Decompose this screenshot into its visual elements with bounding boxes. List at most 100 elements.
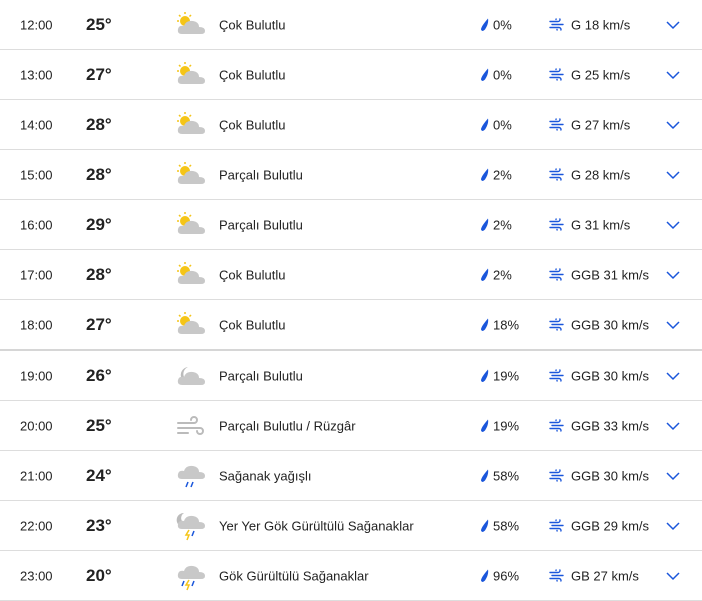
chevron-down-icon[interactable]: [664, 316, 682, 334]
wind-value: G 27 km/s: [571, 117, 631, 132]
precipitation: 19%: [480, 368, 519, 383]
precipitation-value: 58%: [493, 518, 520, 533]
wind: GGB 30 km/s: [549, 368, 649, 383]
precipitation-value: 18%: [493, 317, 520, 332]
precipitation-value: 0%: [493, 17, 512, 32]
precipitation: 19%: [480, 418, 519, 433]
raindrop-icon: [481, 168, 489, 181]
condition: Parçalı Bulutlu: [219, 368, 303, 383]
chevron-down-icon[interactable]: [664, 517, 682, 535]
chevron-down-icon[interactable]: [664, 567, 682, 585]
partly-sunny-icon: [177, 11, 205, 34]
precipitation-value: 58%: [493, 468, 520, 483]
precipitation: 58%: [480, 468, 519, 483]
raindrop-icon: [481, 519, 489, 532]
condition: Çok Bulutlu: [219, 317, 286, 332]
forecast-row[interactable]: 16:00 29° Parçalı Bulutlu 2% G 31 km/s: [0, 200, 702, 250]
moon-thunderstorm-icon: [176, 512, 205, 540]
partly-sunny-icon: [177, 261, 205, 284]
forecast-row[interactable]: 18:00 27° Çok Bulutlu 18% GGB 30 km/s: [0, 300, 702, 351]
partly-sunny-icon: [177, 111, 205, 134]
partly-sunny-icon: [177, 311, 205, 334]
temperature: 28°: [86, 264, 112, 284]
hour: 21:00: [20, 468, 53, 483]
wind-value: G 18 km/s: [571, 17, 631, 32]
precipitation: 0%: [480, 117, 512, 132]
temperature: 23°: [86, 515, 112, 535]
forecast-row[interactable]: 13:00 27° Çok Bulutlu 0% G 25 km/s: [0, 50, 702, 100]
chevron-down-icon[interactable]: [664, 467, 682, 485]
partly-sunny-icon: [177, 61, 205, 84]
raindrop-icon: [481, 218, 489, 231]
condition: Parçalı Bulutlu: [219, 167, 303, 182]
wind-direction-icon: [549, 369, 564, 382]
forecast-row[interactable]: 15:00 28° Parçalı Bulutlu 2% G 28 km/s: [0, 150, 702, 200]
temperature: 27°: [86, 64, 112, 84]
wind-value: G 31 km/s: [571, 217, 631, 232]
wind: GB 27 km/s: [549, 568, 639, 583]
chevron-down-icon[interactable]: [664, 216, 682, 234]
hour: 17:00: [20, 267, 53, 282]
forecast-row[interactable]: 14:00 28° Çok Bulutlu 0% G 27 km/s: [0, 100, 702, 150]
precipitation: 96%: [480, 568, 519, 583]
wind-direction-icon: [549, 268, 564, 281]
forecast-row[interactable]: 12:00 25° Çok Bulutlu 0% G 18 km/s: [0, 0, 702, 50]
wind: GGB 33 km/s: [549, 418, 649, 433]
thunderstorm-icon: [177, 565, 205, 590]
precipitation: 2%: [480, 167, 512, 182]
wind-value: GB 27 km/s: [571, 568, 639, 583]
forecast-row[interactable]: 20:00 25° Parçalı Bulutlu / Rüzgâr 19% G…: [0, 401, 702, 451]
wind-value: GGB 31 km/s: [571, 267, 650, 282]
precipitation: 0%: [480, 67, 512, 82]
wind: G 18 km/s: [549, 17, 630, 32]
forecast-row[interactable]: 19:00 26° Parçalı Bulutlu 19% GGB 30 km/…: [0, 351, 702, 401]
precipitation-value: 0%: [493, 117, 512, 132]
wind-direction-icon: [549, 469, 564, 482]
temperature: 27°: [86, 314, 112, 334]
raindrop-icon: [481, 419, 489, 432]
chevron-down-icon[interactable]: [664, 367, 682, 385]
raindrop-icon: [481, 68, 489, 81]
temperature: 26°: [86, 365, 112, 385]
wind: G 28 km/s: [549, 167, 630, 182]
raindrop-icon: [481, 469, 489, 482]
chevron-down-icon[interactable]: [664, 116, 682, 134]
forecast-row[interactable]: 21:00 24° Sağanak yağışlı 58% GGB 30 km/…: [0, 451, 702, 501]
chevron-down-icon[interactable]: [664, 66, 682, 84]
precipitation: 2%: [480, 267, 512, 282]
wind: GGB 30 km/s: [549, 317, 649, 332]
wind-value: GGB 29 km/s: [571, 518, 650, 533]
raindrop-icon: [481, 268, 489, 281]
temperature: 25°: [86, 14, 112, 34]
wind-value: GGB 30 km/s: [571, 468, 650, 483]
wind-direction-icon: [549, 318, 564, 331]
moon-cloud-icon: [177, 366, 205, 385]
precipitation-value: 2%: [493, 267, 512, 282]
precipitation-value: 19%: [493, 418, 520, 433]
chevron-down-icon[interactable]: [664, 266, 682, 284]
condition: Parçalı Bulutlu: [219, 217, 303, 232]
wind: G 27 km/s: [549, 117, 630, 132]
partly-sunny-icon: [177, 211, 205, 234]
chevron-down-icon[interactable]: [664, 16, 682, 34]
wind: GGB 29 km/s: [549, 518, 649, 533]
temperature: 28°: [86, 114, 112, 134]
precipitation-value: 2%: [493, 217, 512, 232]
hour: 13:00: [20, 67, 53, 82]
forecast-row[interactable]: 22:00 23° Yer Yer Gök Gürültülü Sağanakl…: [0, 501, 702, 551]
condition: Gök Gürültülü Sağanaklar: [219, 568, 369, 583]
wind-direction-icon: [549, 569, 564, 582]
wind-direction-icon: [549, 18, 564, 31]
wind-value: GGB 33 km/s: [571, 418, 650, 433]
wind: G 25 km/s: [549, 67, 630, 82]
forecast-row[interactable]: 23:00 20° Gök Gürültülü Sağanaklar 96% G…: [0, 551, 702, 601]
wind-direction-icon: [549, 118, 564, 131]
forecast-row[interactable]: 17:00 28° Çok Bulutlu 2% GGB 31 km/s: [0, 250, 702, 300]
precipitation-value: 96%: [493, 568, 520, 583]
raindrop-icon: [481, 369, 489, 382]
chevron-down-icon[interactable]: [664, 166, 682, 184]
temperature: 25°: [86, 415, 112, 435]
wind-direction-icon: [549, 68, 564, 81]
chevron-down-icon[interactable]: [664, 417, 682, 435]
condition: Parçalı Bulutlu / Rüzgâr: [219, 418, 356, 433]
